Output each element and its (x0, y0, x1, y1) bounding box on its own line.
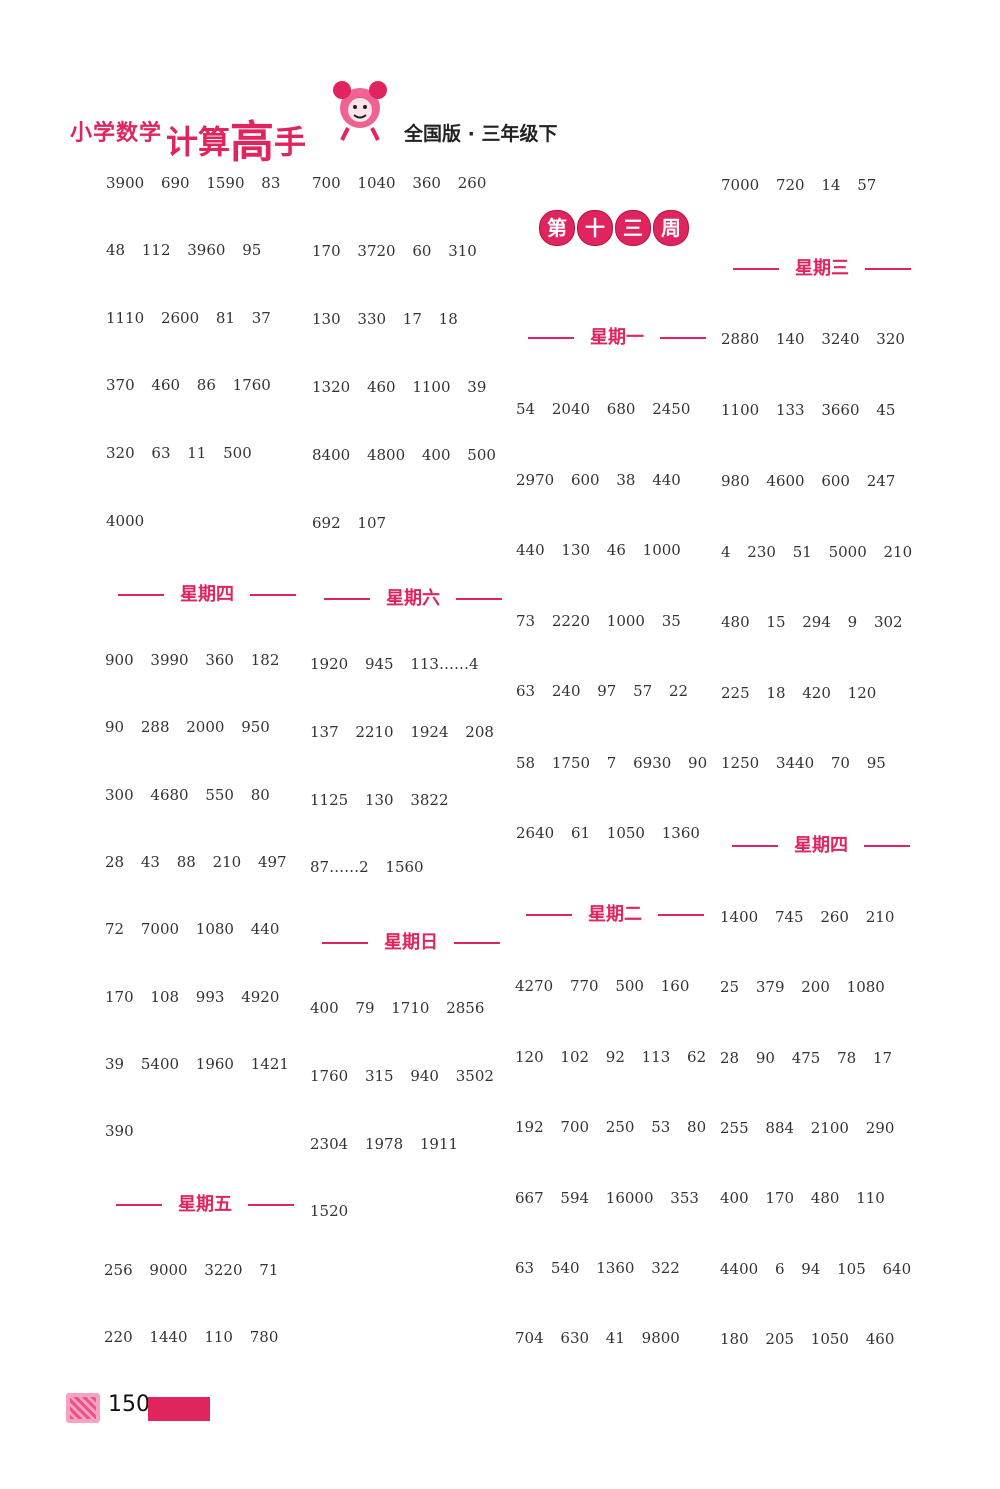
day-heading-sunday: 星期日 (306, 928, 516, 954)
answer-row: 63 540 1360 322 (515, 1259, 680, 1277)
answer-row: 137 2210 1924 208 (310, 723, 494, 741)
answer-row: 1320 460 1100 39 (312, 378, 487, 396)
answer-row: 900 3990 360 182 (105, 651, 280, 669)
answer-row: 692 107 (312, 514, 387, 532)
answer-row: 7000 720 14 57 (721, 176, 877, 194)
answer-row: 1520 (310, 1202, 349, 1220)
week-badge: 第 十 三 周 (539, 210, 689, 246)
answer-row: 87……2 1560 (310, 858, 424, 876)
answer-row: 4000 (106, 512, 145, 530)
answer-row: 28 43 88 210 497 (105, 853, 287, 871)
answer-row: 370 460 86 1760 (106, 376, 271, 394)
answer-row: 170 108 993 4920 (105, 988, 280, 1006)
week-badge-char: 十 (577, 210, 613, 246)
week-badge-char: 第 (539, 210, 575, 246)
answer-row: 48 112 3960 95 (106, 241, 262, 259)
series-title-part2: 高 (230, 117, 275, 168)
answer-row: 2640 61 1050 1360 (516, 824, 700, 842)
answer-row: 1110 2600 81 37 (106, 309, 271, 327)
book-header: 小学数学 计算高手 全国版 · 三年级下 (70, 78, 670, 168)
mascot-icon (333, 81, 387, 141)
answer-row: 120 102 92 113 62 (515, 1048, 707, 1066)
answer-row: 1250 3440 70 95 (721, 754, 886, 772)
series-title-part3: 手 (274, 123, 307, 161)
answer-row: 1920 945 113……4 (310, 655, 479, 673)
footer-decoration-icon (66, 1393, 100, 1423)
answer-row: 4 230 51 5000 210 (721, 543, 913, 561)
answer-row: 2880 140 3240 320 (721, 330, 905, 348)
answer-row: 3900 690 1590 83 (106, 174, 281, 192)
answer-row: 1100 133 3660 45 (721, 401, 896, 419)
answer-row: 256 9000 3220 71 (104, 1261, 279, 1279)
answer-row: 255 884 2100 290 (720, 1119, 895, 1137)
answer-row: 320 63 11 500 (106, 444, 252, 462)
answer-row: 58 1750 7 6930 90 (516, 754, 708, 772)
series-title-big: 计算高手 (166, 102, 307, 168)
answer-row: 2304 1978 1911 (310, 1135, 459, 1153)
day-heading-tuesday: 星期二 (510, 900, 720, 926)
series-title-part1: 计算 (166, 123, 231, 161)
answer-row: 980 4600 600 247 (721, 472, 896, 490)
answer-row: 480 15 294 9 302 (721, 613, 903, 631)
answer-row: 54 2040 680 2450 (516, 400, 691, 418)
answer-row: 1125 130 3822 (310, 791, 449, 809)
week-badge-char: 三 (615, 210, 651, 246)
answer-row: 28 90 475 78 17 (720, 1049, 893, 1067)
answer-row: 73 2220 1000 35 (516, 612, 681, 630)
answer-row: 72 7000 1080 440 (105, 920, 280, 938)
answer-row: 39 5400 1960 1421 (105, 1055, 289, 1073)
page-number: 150 (108, 1392, 150, 1417)
page-number-bar (148, 1397, 210, 1421)
answer-row: 170 3720 60 310 (312, 242, 477, 260)
answer-row: 25 379 200 1080 (720, 978, 885, 996)
series-title-small: 小学数学 (70, 121, 163, 146)
answer-row: 8400 4800 400 500 (312, 446, 496, 464)
answer-row: 130 330 17 18 (312, 310, 458, 328)
answer-row: 192 700 250 53 80 (515, 1118, 707, 1136)
answer-row: 300 4680 550 80 (105, 786, 270, 804)
day-heading-saturday: 星期六 (308, 584, 518, 610)
answer-row: 2970 600 38 440 (516, 471, 681, 489)
answer-row: 400 170 480 110 (720, 1189, 885, 1207)
answer-row: 220 1440 110 780 (104, 1328, 279, 1346)
day-heading-friday: 星期五 (100, 1190, 310, 1216)
answer-row: 225 18 420 120 (721, 684, 877, 702)
day-heading-wednesday: 星期三 (717, 254, 927, 280)
answer-row: 63 240 97 57 22 (516, 682, 689, 700)
answer-row: 90 288 2000 950 (105, 718, 270, 736)
edition-label: 全国版 · 三年级下 (404, 123, 558, 145)
answer-row: 400 79 1710 2856 (310, 999, 485, 1017)
answer-row: 4270 770 500 160 (515, 977, 690, 995)
answer-row: 667 594 16000 353 (515, 1189, 699, 1207)
answer-row: 704 630 41 9800 (515, 1329, 680, 1347)
day-heading-thursday: 星期四 (102, 580, 312, 606)
answer-row: 4400 6 94 105 640 (720, 1260, 912, 1278)
answer-row: 1400 745 260 210 (720, 908, 895, 926)
day-heading-thursday-2: 星期四 (716, 831, 926, 857)
answer-row: 700 1040 360 260 (312, 174, 487, 192)
answer-row: 390 (105, 1122, 134, 1140)
answer-row: 1760 315 940 3502 (310, 1067, 494, 1085)
week-badge-char: 周 (653, 210, 689, 246)
answer-row: 440 130 46 1000 (516, 541, 681, 559)
answer-row: 180 205 1050 460 (720, 1330, 895, 1348)
day-heading-monday: 星期一 (512, 323, 722, 349)
